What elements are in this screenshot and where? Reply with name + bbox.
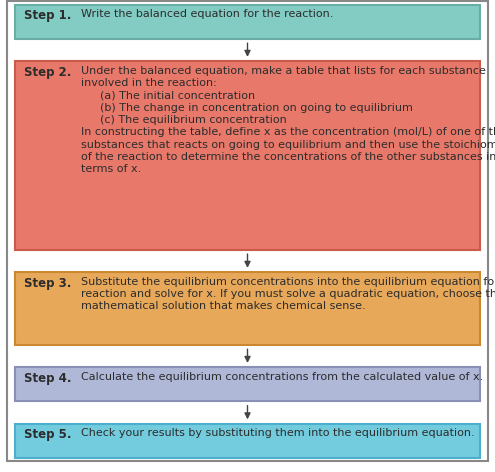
Text: of the reaction to determine the concentrations of the other substances in: of the reaction to determine the concent… bbox=[81, 152, 495, 162]
Text: involved in the reaction:: involved in the reaction: bbox=[81, 78, 216, 88]
Text: Step 2.: Step 2. bbox=[24, 66, 71, 79]
Text: reaction and solve for x. If you must solve a quadratic equation, choose the: reaction and solve for x. If you must so… bbox=[81, 289, 495, 299]
Bar bbox=[15, 272, 480, 345]
Text: Check your results by substituting them into the equilibrium equation.: Check your results by substituting them … bbox=[81, 429, 474, 438]
Text: Step 1.: Step 1. bbox=[24, 9, 71, 23]
Text: (a) The initial concentration: (a) The initial concentration bbox=[100, 91, 255, 101]
Text: Calculate the equilibrium concentrations from the calculated value of x.: Calculate the equilibrium concentrations… bbox=[81, 372, 483, 382]
Bar bbox=[15, 367, 480, 401]
Text: Under the balanced equation, make a table that lists for each substance: Under the balanced equation, make a tabl… bbox=[81, 66, 486, 76]
Text: terms of x.: terms of x. bbox=[81, 164, 141, 174]
Text: (c) The equilibrium concentration: (c) The equilibrium concentration bbox=[100, 115, 287, 125]
Text: substances that reacts on going to equilibrium and then use the stoichiometry: substances that reacts on going to equil… bbox=[81, 140, 495, 150]
Bar bbox=[15, 61, 480, 250]
Text: Step 4.: Step 4. bbox=[24, 372, 71, 385]
Text: Substitute the equilibrium concentrations into the equilibrium equation for the: Substitute the equilibrium concentration… bbox=[81, 277, 495, 287]
Bar bbox=[15, 424, 480, 458]
Bar bbox=[15, 5, 480, 39]
Text: Write the balanced equation for the reaction.: Write the balanced equation for the reac… bbox=[81, 9, 333, 19]
Text: Step 5.: Step 5. bbox=[24, 429, 71, 441]
Text: Step 3.: Step 3. bbox=[24, 277, 71, 290]
Text: In constructing the table, define x as the concentration (mol/L) of one of the: In constructing the table, define x as t… bbox=[81, 127, 495, 137]
Text: mathematical solution that makes chemical sense.: mathematical solution that makes chemica… bbox=[81, 302, 365, 312]
Text: (b) The change in concentration on going to equilibrium: (b) The change in concentration on going… bbox=[100, 103, 413, 113]
